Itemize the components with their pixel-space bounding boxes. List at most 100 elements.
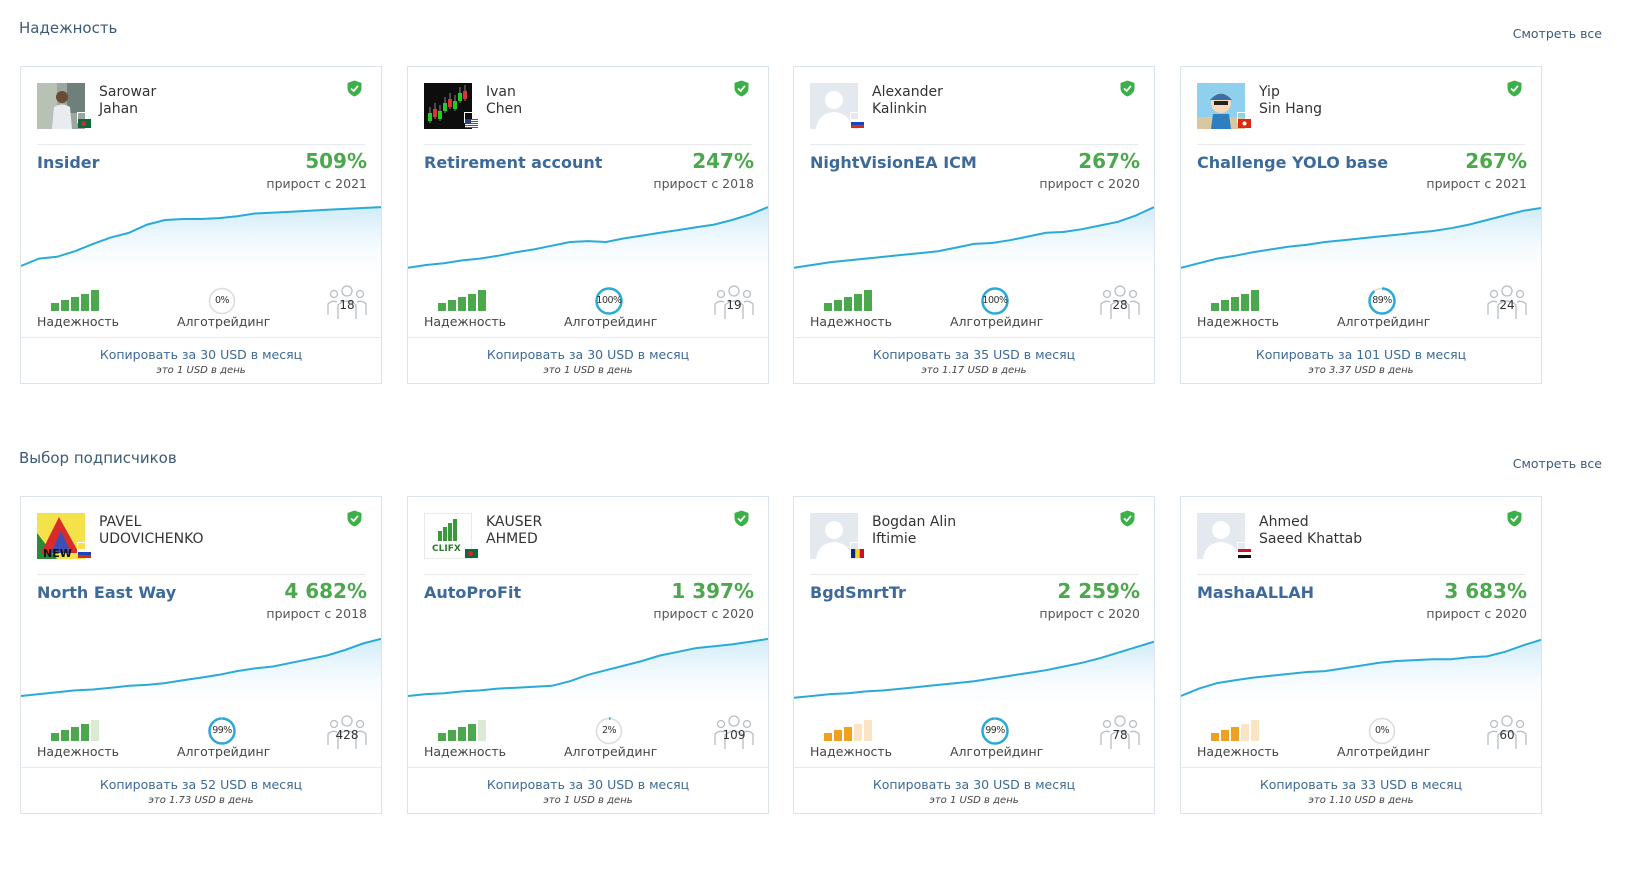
copy-subscribe-link[interactable]: Копировать за 30 USD в месяц [99, 347, 303, 362]
algo-label: Алготрейдинг [1337, 744, 1431, 759]
growth-value: 4 682% [284, 579, 367, 603]
algo-ring-icon [207, 716, 237, 746]
subscribers-icon [1486, 713, 1528, 751]
reliability-bars-icon [1211, 287, 1261, 311]
copy-subscribe-link[interactable]: Копировать за 30 USD в месяц [486, 777, 690, 792]
growth-chart [1180, 615, 1542, 707]
copy-subscribe-link[interactable]: Копировать за 30 USD в месяц [486, 347, 690, 362]
growth-chart [20, 615, 382, 707]
divider [424, 144, 752, 145]
avatar-text: CLIFX [432, 544, 461, 554]
signal-name[interactable]: Challenge YOLO base [1197, 153, 1389, 172]
see-all-link[interactable]: Смотреть все [1512, 26, 1602, 41]
growth-since: прирост с 2020 [1426, 606, 1527, 621]
reliability-label: Надежность [1197, 744, 1279, 759]
signal-name[interactable]: Retirement account [424, 153, 603, 172]
verified-shield-icon [1507, 510, 1522, 527]
divider [1197, 144, 1525, 145]
country-flag-icon [464, 112, 479, 128]
algo-label: Алготрейдинг [1337, 314, 1431, 329]
section-title: Надежность [19, 19, 118, 37]
reliability-label: Надежность [1197, 314, 1279, 329]
author-first-name: KAUSER [486, 514, 543, 530]
divider [424, 574, 752, 575]
algo-value: 89% [1372, 295, 1392, 306]
signal-name[interactable]: NightVisionEA ICM [810, 153, 977, 172]
country-flag-icon [1237, 542, 1252, 558]
signal-card[interactable]: Yip Sin Hang Challenge YOLO base 267% прирос… [1180, 66, 1542, 384]
author-name[interactable]: Bogdan Alin Iftimie [872, 514, 956, 548]
author-first-name: Ivan [486, 84, 516, 100]
growth-value: 2 259% [1057, 579, 1140, 603]
reliability-bars-icon [824, 287, 874, 311]
country-flag-icon [77, 542, 92, 558]
country-flag-icon [1237, 112, 1252, 128]
signal-card[interactable]: Ivan Chen Retirement account 247% прирост с … [407, 66, 769, 384]
copy-subscribe-link[interactable]: Копировать за 33 USD в месяц [1259, 777, 1463, 792]
author-name[interactable]: Sarowar Jahan [99, 84, 156, 118]
author-name[interactable]: Ahmed Saeed Khattab [1259, 514, 1362, 548]
author-name[interactable]: KAUSER AHMED [486, 514, 542, 548]
country-flag-icon [850, 112, 865, 128]
signal-name[interactable]: MashaALLAH [1197, 583, 1314, 602]
divider [810, 144, 1138, 145]
algo-value: 0% [214, 295, 230, 306]
copy-subscribe-link[interactable]: Копировать за 35 USD в месяц [872, 347, 1076, 362]
divider [37, 574, 365, 575]
avatar[interactable]: NEW [37, 513, 85, 559]
algo-label: Алготрейдинг [177, 744, 271, 759]
divider [810, 574, 1138, 575]
see-all-link[interactable]: Смотреть все [1512, 456, 1602, 471]
growth-since: прирост с 2020 [1039, 176, 1140, 191]
signal-name[interactable]: North East Way [37, 583, 177, 602]
reliability-bars-icon [438, 287, 488, 311]
subscribers-icon [1099, 713, 1141, 751]
signal-card[interactable]: Alexander Kalinkin NightVisionEA ICM 267% пр… [793, 66, 1155, 384]
divider [1181, 337, 1541, 338]
growth-value: 1 397% [671, 579, 754, 603]
price-per-day: это 3.37 USD в день [1308, 365, 1414, 376]
author-last-name: Iftimie [872, 531, 917, 547]
signal-card[interactable]: CLIFX KAUSER AHMED AutoProFit 1 397% прирост … [407, 496, 769, 814]
signal-card[interactable]: Ahmed Saeed Khattab MashaALLAH 3 683% прирос… [1180, 496, 1542, 814]
section-reliability: Надежность Смотреть все Sarowar Jahan Insi… [0, 0, 1628, 430]
verified-shield-icon [1120, 80, 1135, 97]
signal-card[interactable]: Sarowar Jahan Insider 509% прирост с 2021 Над… [20, 66, 382, 384]
growth-chart [793, 615, 1155, 707]
reliability-bars-icon [1211, 717, 1261, 741]
reliability-label: Надежность [810, 744, 892, 759]
copy-subscribe-link[interactable]: Копировать за 101 USD в месяц [1255, 347, 1467, 362]
growth-value: 267% [1078, 149, 1140, 173]
growth-chart [407, 185, 769, 277]
copy-subscribe-link[interactable]: Копировать за 30 USD в месяц [872, 777, 1076, 792]
reliability-bars-icon [51, 287, 101, 311]
price-per-day: это 1.73 USD в день [148, 795, 254, 806]
price-per-day: это 1.17 USD в день [921, 365, 1027, 376]
signal-name[interactable]: BgdSmrtTr [810, 583, 906, 602]
author-last-name: Kalinkin [872, 101, 928, 117]
country-flag-icon [850, 542, 865, 558]
signal-card[interactable]: Bogdan Alin Iftimie BgdSmrtTr 2 259% прирост… [793, 496, 1155, 814]
signal-name[interactable]: AutoProFit [424, 583, 522, 602]
copy-subscribe-link[interactable]: Копировать за 52 USD в месяц [99, 777, 303, 792]
avatar[interactable] [1197, 83, 1245, 129]
algo-value: 99% [985, 725, 1005, 736]
subscribers-count: 428 [335, 728, 359, 742]
algo-label: Алготрейдинг [950, 744, 1044, 759]
signal-name[interactable]: Insider [37, 153, 100, 172]
author-first-name: Yip [1259, 84, 1280, 100]
growth-value: 509% [305, 149, 367, 173]
author-first-name: Ahmed [1259, 514, 1309, 530]
author-name[interactable]: Alexander Kalinkin [872, 84, 943, 118]
subscribers-count: 60 [1499, 728, 1515, 742]
author-name[interactable]: Ivan Chen [486, 84, 522, 118]
divider [1197, 574, 1525, 575]
author-last-name: UDOVICHENKO [99, 531, 204, 547]
country-flag-icon [464, 542, 479, 558]
author-name[interactable]: Yip Sin Hang [1259, 84, 1322, 118]
author-name[interactable]: PAVEL UDOVICHENKO [99, 514, 204, 548]
growth-chart [20, 185, 382, 277]
subscribers-icon [326, 283, 368, 321]
signal-card[interactable]: NEW PAVEL UDOVICHENKO North East Way 4 682% п… [20, 496, 382, 814]
growth-since: прирост с 2020 [653, 606, 754, 621]
